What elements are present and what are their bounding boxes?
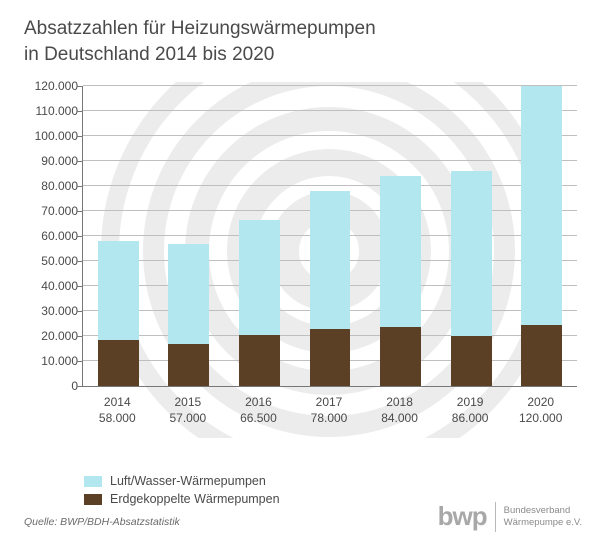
bar-segment-ground <box>521 325 562 386</box>
plot-area <box>82 86 577 387</box>
title-line-1: Absatzzahlen für Heizungswärmepumpen <box>24 18 376 39</box>
brand-block: bwp Bundesverband Wärmepumpe e.V. <box>438 501 582 532</box>
y-tick-label: 110.000 <box>24 104 78 118</box>
bar-segment-ground <box>310 329 351 387</box>
legend: Luft/Wasser-Wärmepumpen Erdgekoppelte Wär… <box>84 472 280 508</box>
y-tick-label: 40.000 <box>24 279 78 293</box>
y-tick-label: 30.000 <box>24 304 78 318</box>
x-tick-label: 2020120.000 <box>506 394 576 426</box>
chart-area: 0 10.000 20.000 30.000 40.000 50.000 60.000 70.… <box>24 82 576 438</box>
bar-segment-ground <box>168 344 209 387</box>
x-tick-label: 201778.000 <box>294 394 364 426</box>
bar-segment-air <box>521 86 562 325</box>
brand-line-1: Bundesverband <box>504 505 571 516</box>
bar-segment-ground <box>98 340 139 386</box>
title-line-2: in Deutschland 2014 bis 2020 <box>24 44 274 65</box>
bar-group <box>310 191 351 386</box>
bar-segment-ground <box>380 327 421 386</box>
y-tick-label: 120.000 <box>24 79 78 93</box>
bar-segment-air <box>168 244 209 344</box>
brand-divider <box>495 502 496 532</box>
y-tick-label: 10.000 <box>24 354 78 368</box>
y-tick-label: 90.000 <box>24 154 78 168</box>
legend-item: Luft/Wasser-Wärmepumpen <box>84 472 280 490</box>
bar-group <box>380 176 421 386</box>
bar-group <box>98 241 139 386</box>
bar-group <box>239 220 280 386</box>
y-tick-label: 80.000 <box>24 179 78 193</box>
y-tick-label: 0 <box>24 379 78 393</box>
chart-title: Absatzzahlen für Heizungswärmepumpen in … <box>24 16 376 67</box>
y-tick-label: 60.000 <box>24 229 78 243</box>
x-tick-label: 201666.500 <box>223 394 293 426</box>
brand-logo: bwp <box>438 501 487 532</box>
x-tick-label: 201557.000 <box>153 394 223 426</box>
legend-swatch <box>84 476 102 487</box>
y-tick-label: 50.000 <box>24 254 78 268</box>
y-tick-label: 100.000 <box>24 129 78 143</box>
x-tick-label: 201884.000 <box>365 394 435 426</box>
legend-item: Erdgekoppelte Wärmepumpen <box>84 490 280 508</box>
bar-segment-air <box>451 171 492 336</box>
bars-layer <box>83 86 577 386</box>
y-tick-label: 20.000 <box>24 329 78 343</box>
bar-segment-ground <box>239 335 280 386</box>
x-tick-label: 201458.000 <box>82 394 152 426</box>
brand-text: Bundesverband Wärmepumpe e.V. <box>504 505 582 528</box>
bar-segment-air <box>310 191 351 329</box>
x-tick-label: 201986.000 <box>435 394 505 426</box>
y-tick-label: 70.000 <box>24 204 78 218</box>
bar-group <box>451 171 492 386</box>
bar-segment-air <box>239 220 280 335</box>
source-text: Quelle: BWP/BDH-Absatzstatistik <box>24 516 180 528</box>
brand-line-2: Wärmepumpe e.V. <box>504 517 582 528</box>
legend-label: Erdgekoppelte Wärmepumpen <box>110 492 280 506</box>
bar-segment-air <box>98 241 139 340</box>
legend-swatch <box>84 494 102 505</box>
bar-segment-ground <box>451 336 492 386</box>
bar-segment-air <box>380 176 421 327</box>
bar-group <box>521 86 562 386</box>
legend-label: Luft/Wasser-Wärmepumpen <box>110 474 266 488</box>
bar-group <box>168 244 209 387</box>
